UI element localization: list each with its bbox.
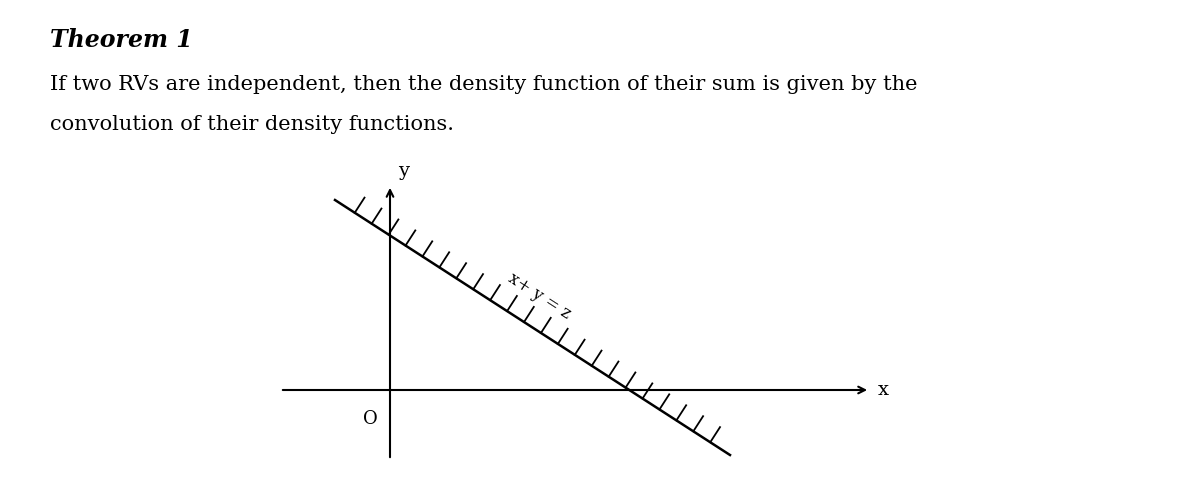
Text: convolution of their density functions.: convolution of their density functions. [50,115,454,134]
Text: If two RVs are independent, then the density function of their sum is given by t: If two RVs are independent, then the den… [50,75,918,94]
Text: x: x [878,381,889,399]
Text: y: y [398,162,409,180]
Text: Theorem 1: Theorem 1 [50,28,193,52]
Text: O: O [362,410,377,428]
Text: x+ y = z: x+ y = z [505,269,574,322]
